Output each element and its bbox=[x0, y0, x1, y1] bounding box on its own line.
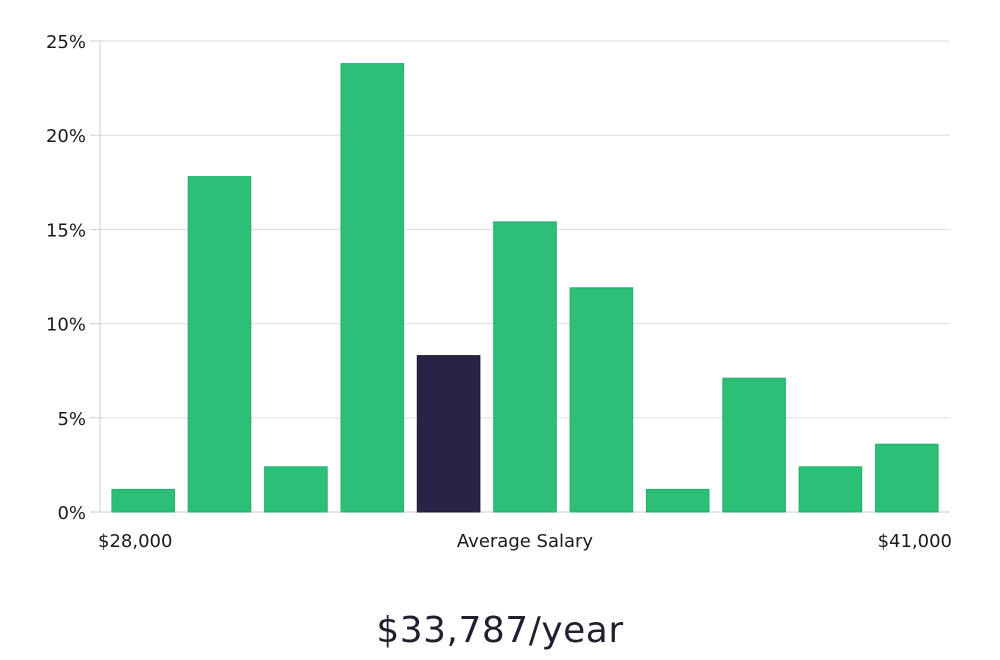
x-axis-labels: $28,000 Average Salary $41,000 bbox=[98, 531, 952, 552]
bar[interactable] bbox=[264, 466, 328, 513]
bar[interactable] bbox=[722, 377, 786, 513]
bar[interactable] bbox=[187, 176, 252, 513]
bar[interactable] bbox=[569, 287, 634, 513]
y-tick-label: 25% bbox=[46, 32, 86, 53]
bar[interactable] bbox=[798, 466, 863, 513]
bar[interactable] bbox=[493, 221, 557, 513]
y-tick-labels: 0% 5% 10% 15% 20% 25% bbox=[46, 32, 86, 524]
average-salary-value: $33,787/year bbox=[376, 610, 624, 651]
bar[interactable] bbox=[645, 488, 710, 513]
bar[interactable] bbox=[111, 488, 175, 513]
bar-average-salary[interactable] bbox=[416, 355, 481, 513]
y-tick-label: 0% bbox=[57, 503, 86, 524]
x-min-label: $28,000 bbox=[98, 531, 172, 552]
y-tick-label: 15% bbox=[46, 220, 86, 241]
y-tick-label: 5% bbox=[57, 409, 86, 430]
bars bbox=[111, 63, 939, 513]
bar[interactable] bbox=[340, 63, 405, 513]
y-tick-label: 10% bbox=[46, 315, 86, 336]
salary-histogram: 0% 5% 10% 15% 20% 25% $28,000 Average Salary … bbox=[46, 32, 952, 552]
y-tick-label: 20% bbox=[46, 126, 86, 147]
x-max-label: $41,000 bbox=[878, 531, 952, 552]
bar[interactable] bbox=[875, 443, 939, 513]
x-center-label: Average Salary bbox=[457, 531, 594, 552]
